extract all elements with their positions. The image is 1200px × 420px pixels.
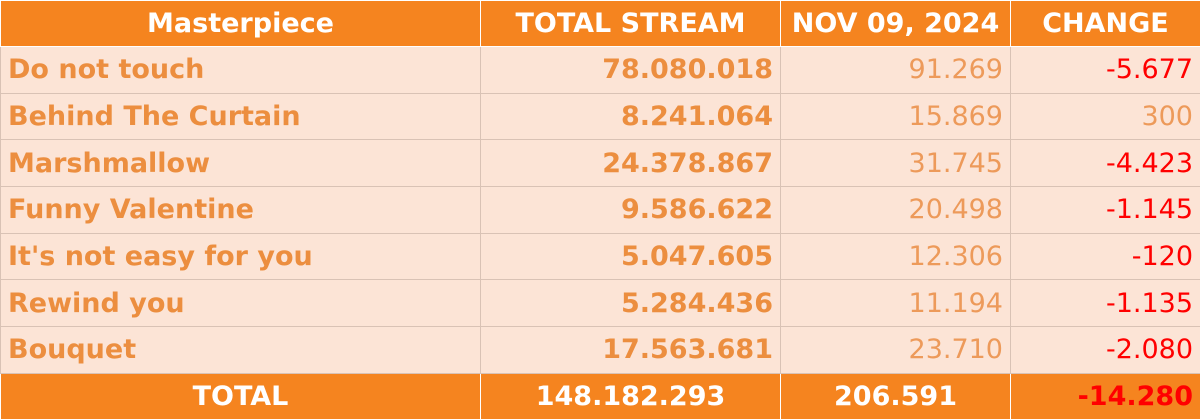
change-sum: -14.280 — [1011, 373, 1200, 419]
song-name: It's not easy for you — [1, 233, 481, 280]
table-header: Masterpiece TOTAL STREAM NOV 09, 2024 CH… — [1, 1, 1200, 47]
total-label: TOTAL — [1, 373, 481, 419]
table-row: Do not touch 78.080.018 91.269 -5.677 — [1, 47, 1200, 94]
table-body: Do not touch 78.080.018 91.269 -5.677 Be… — [1, 47, 1200, 374]
daily-stream-value: 31.745 — [781, 140, 1011, 187]
total-stream-value: 78.080.018 — [481, 47, 781, 94]
table-row: Rewind you 5.284.436 11.194 -1.135 — [1, 280, 1200, 327]
header-masterpiece: Masterpiece — [1, 1, 481, 47]
header-date: NOV 09, 2024 — [781, 1, 1011, 47]
song-name: Funny Valentine — [1, 187, 481, 234]
table-row: Behind The Curtain 8.241.064 15.869 300 — [1, 93, 1200, 140]
change-value: 300 — [1011, 93, 1200, 140]
header-total-stream: TOTAL STREAM — [481, 1, 781, 47]
daily-stream-value: 15.869 — [781, 93, 1011, 140]
daily-stream-sum: 206.591 — [781, 373, 1011, 419]
daily-stream-value: 20.498 — [781, 187, 1011, 234]
total-stream-value: 17.563.681 — [481, 327, 781, 374]
table-row: Marshmallow 24.378.867 31.745 -4.423 — [1, 140, 1200, 187]
header-row: Masterpiece TOTAL STREAM NOV 09, 2024 CH… — [1, 1, 1200, 47]
total-stream-value: 5.047.605 — [481, 233, 781, 280]
change-value: -2.080 — [1011, 327, 1200, 374]
header-change: CHANGE — [1011, 1, 1200, 47]
total-row: TOTAL 148.182.293 206.591 -14.280 — [1, 373, 1200, 419]
change-value: -1.135 — [1011, 280, 1200, 327]
table-row: Bouquet 17.563.681 23.710 -2.080 — [1, 327, 1200, 374]
table-row: It's not easy for you 5.047.605 12.306 -… — [1, 233, 1200, 280]
change-value: -1.145 — [1011, 187, 1200, 234]
table-row: Funny Valentine 9.586.622 20.498 -1.145 — [1, 187, 1200, 234]
daily-stream-value: 12.306 — [781, 233, 1011, 280]
daily-stream-value: 23.710 — [781, 327, 1011, 374]
song-name: Behind The Curtain — [1, 93, 481, 140]
change-value: -120 — [1011, 233, 1200, 280]
total-stream-value: 9.586.622 — [481, 187, 781, 234]
total-stream-value: 8.241.064 — [481, 93, 781, 140]
song-name: Bouquet — [1, 327, 481, 374]
change-value: -5.677 — [1011, 47, 1200, 94]
song-name: Rewind you — [1, 280, 481, 327]
total-stream-value: 24.378.867 — [481, 140, 781, 187]
change-value: -4.423 — [1011, 140, 1200, 187]
song-name: Marshmallow — [1, 140, 481, 187]
song-name: Do not touch — [1, 47, 481, 94]
table-footer: TOTAL 148.182.293 206.591 -14.280 — [1, 373, 1200, 419]
daily-stream-value: 91.269 — [781, 47, 1011, 94]
daily-stream-value: 11.194 — [781, 280, 1011, 327]
total-stream-sum: 148.182.293 — [481, 373, 781, 419]
total-stream-value: 5.284.436 — [481, 280, 781, 327]
